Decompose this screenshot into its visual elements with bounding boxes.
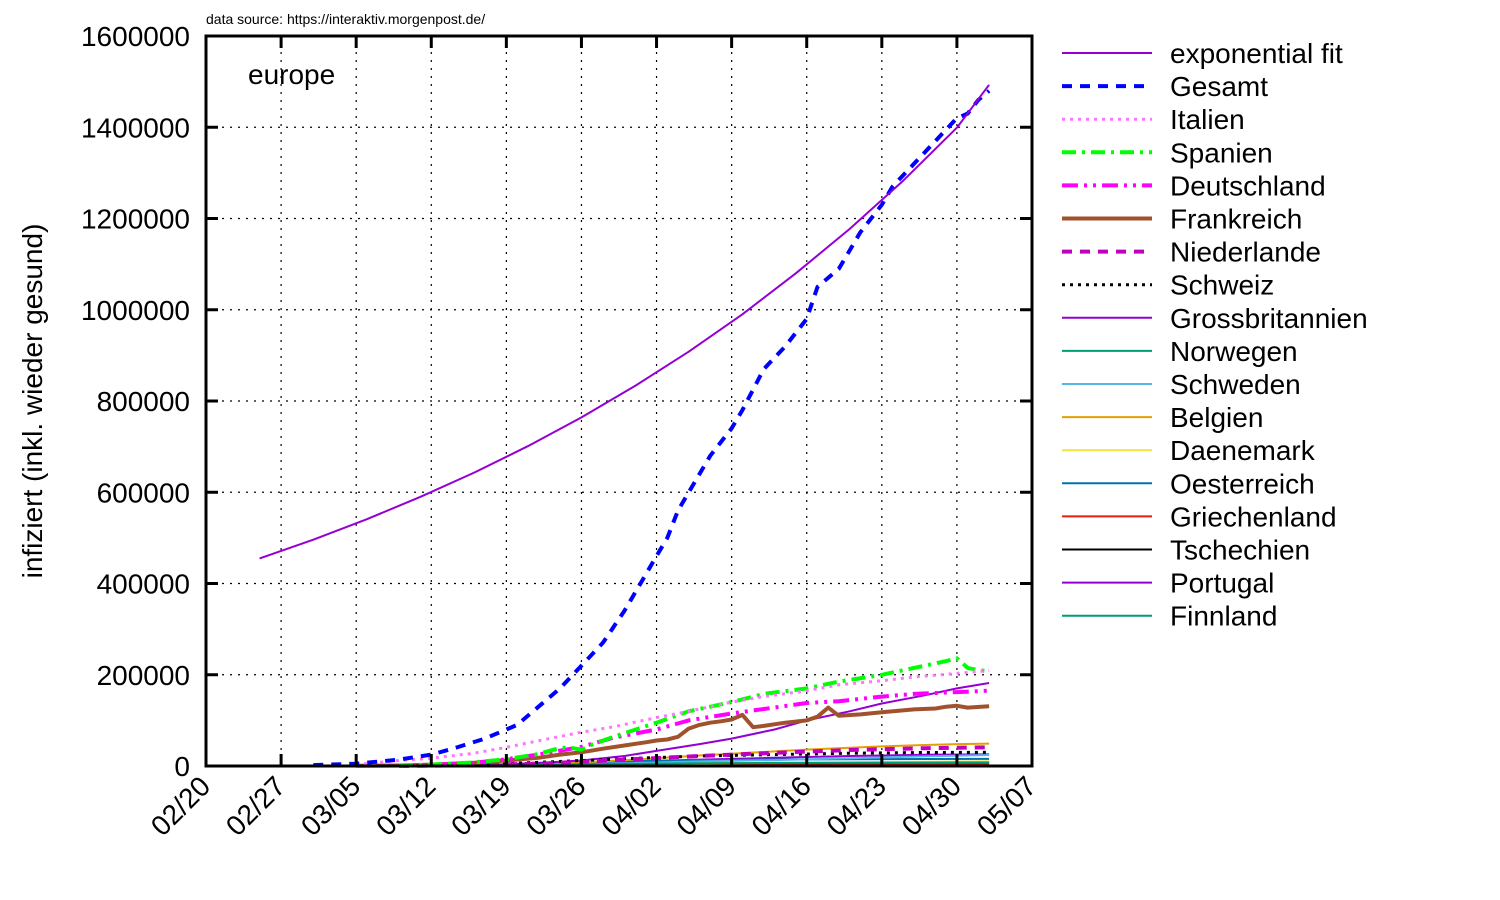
y-tick-label: 1600000 bbox=[81, 21, 190, 52]
x-tick-label: 02/27 bbox=[220, 770, 291, 841]
y-tick-label: 600000 bbox=[97, 477, 190, 508]
legend-label: Portugal bbox=[1170, 568, 1274, 599]
x-tick-label: 04/16 bbox=[745, 770, 816, 841]
legend-label: Schweiz bbox=[1170, 270, 1274, 301]
data-source-note: data source: https://interaktiv.morgenpo… bbox=[206, 11, 485, 27]
series-line-gesamt bbox=[313, 89, 991, 768]
y-tick-label: 1400000 bbox=[81, 112, 190, 143]
series-line-deutschland bbox=[399, 688, 990, 768]
series-line-grossbritannien bbox=[399, 682, 990, 767]
x-tick-label: 03/05 bbox=[295, 770, 366, 841]
legend-label: Deutschland bbox=[1170, 170, 1326, 201]
legend-label: Italien bbox=[1170, 104, 1245, 135]
x-tick-label: 04/23 bbox=[821, 770, 892, 841]
series-layer bbox=[259, 84, 991, 768]
legend-label: Schweden bbox=[1170, 369, 1301, 400]
series-line-frankreich bbox=[356, 703, 990, 768]
legend-label: Oesterreich bbox=[1170, 468, 1315, 499]
legend-label: Niederlande bbox=[1170, 237, 1321, 268]
y-tick-label: 1000000 bbox=[81, 295, 190, 326]
y-tick-label: 200000 bbox=[97, 660, 190, 691]
legend-label: Belgien bbox=[1170, 402, 1263, 433]
panel-label: europe bbox=[248, 59, 335, 90]
legend-label: Norwegen bbox=[1170, 336, 1298, 367]
legend-label: Griechenland bbox=[1170, 501, 1337, 532]
legend-label: Grossbritannien bbox=[1170, 303, 1368, 334]
grid-lines bbox=[206, 36, 1032, 766]
legend-label: Gesamt bbox=[1170, 71, 1268, 102]
plot-frame bbox=[204, 34, 1034, 768]
legend-label: Frankreich bbox=[1170, 204, 1302, 235]
x-tick-label: 04/30 bbox=[896, 770, 967, 841]
y-tick-label: 800000 bbox=[97, 386, 190, 417]
y-tick-label: 0 bbox=[174, 751, 190, 782]
legend-label: exponential fit bbox=[1170, 38, 1343, 69]
legend-label: Daenemark bbox=[1170, 435, 1316, 466]
legend-label: Finnland bbox=[1170, 601, 1277, 632]
legend: exponential fitGesamtItalienSpanienDeuts… bbox=[1062, 38, 1368, 632]
y-tick-label: 1200000 bbox=[81, 204, 190, 235]
legend-label: Spanien bbox=[1170, 137, 1273, 168]
x-tick-label: 03/19 bbox=[445, 770, 516, 841]
series-line-exponential-fit bbox=[259, 84, 990, 560]
x-tick-label: 05/07 bbox=[971, 770, 1042, 841]
x-tick-label: 03/12 bbox=[370, 770, 441, 841]
y-tick-label: 400000 bbox=[97, 569, 190, 600]
series-line-italien bbox=[356, 669, 990, 767]
x-tick-label: 04/09 bbox=[670, 770, 741, 841]
x-tick-label: 04/02 bbox=[595, 770, 666, 841]
y-axis-title: infiziert (inkl. wieder gesund) bbox=[17, 224, 48, 579]
x-tick-label: 03/26 bbox=[520, 770, 591, 841]
legend-label: Tschechien bbox=[1170, 535, 1310, 566]
axis-ticks: 02/20 02/27 03/05 03/12 03/19 03/26 04/02 04/09… bbox=[81, 21, 1042, 842]
